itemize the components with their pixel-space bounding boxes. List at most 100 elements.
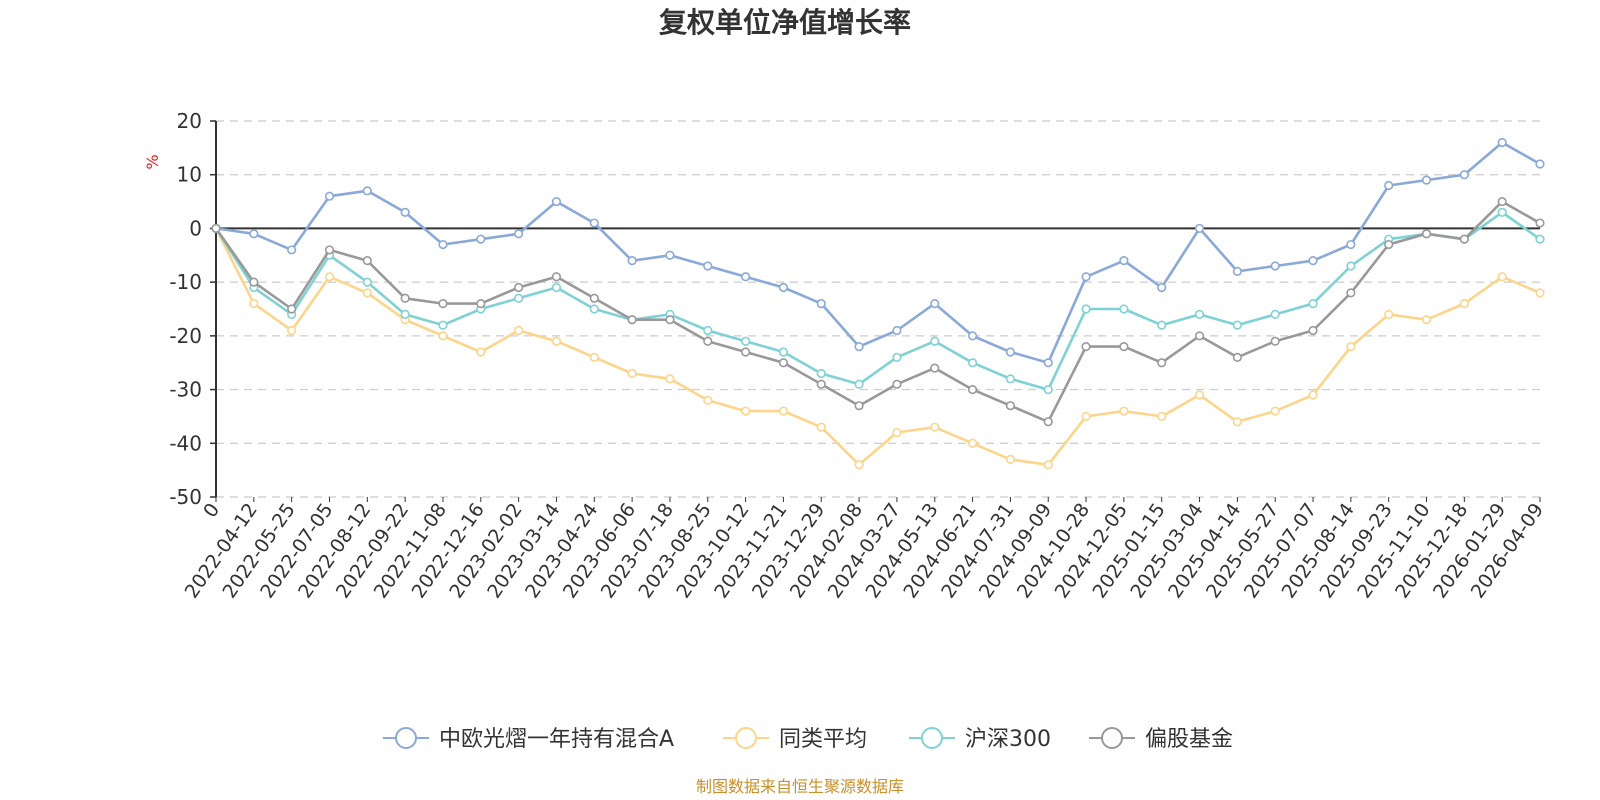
- data-point: [1043, 384, 1053, 395]
- x-tick-label: 0: [199, 499, 224, 522]
- legend-label: 同类平均: [779, 727, 867, 752]
- data-point: [287, 325, 297, 336]
- y-axis-label: %: [143, 154, 162, 169]
- data-point: [1497, 207, 1507, 217]
- data-point: [476, 299, 486, 309]
- data-point: [740, 406, 751, 416]
- data-point: [514, 229, 524, 239]
- data-point: [1270, 336, 1280, 346]
- data-point: [1157, 320, 1167, 330]
- data-point: [1043, 460, 1053, 470]
- data-point: [400, 309, 410, 319]
- data-point: [362, 277, 372, 287]
- data-point: [1270, 261, 1280, 271]
- series-0: [211, 137, 1545, 368]
- data-point: [514, 293, 524, 303]
- legend-marker-icon: [395, 727, 417, 749]
- data-point: [362, 256, 372, 266]
- data-point: [438, 320, 448, 330]
- legend-marker-icon: [921, 727, 943, 749]
- data-point: [1043, 417, 1053, 427]
- data-point: [1308, 325, 1318, 336]
- data-point: [854, 342, 864, 352]
- data-point: [1535, 218, 1545, 228]
- data-point: [1346, 342, 1356, 352]
- data-point: [1308, 390, 1318, 400]
- data-point: [589, 218, 599, 228]
- data-point: [1421, 229, 1432, 239]
- chart-title: 复权单位净值增长率: [659, 6, 911, 39]
- data-point: [1535, 234, 1545, 244]
- data-point: [703, 261, 713, 271]
- data-point: [211, 223, 221, 234]
- series-line: [215, 141, 1541, 364]
- data-point: [514, 325, 524, 336]
- data-point: [1384, 239, 1394, 250]
- data-point: [1346, 261, 1356, 271]
- data-point: [551, 336, 562, 346]
- data-point: [1459, 234, 1469, 244]
- data-point: [778, 358, 789, 368]
- data-point: [1308, 299, 1318, 309]
- data-point: [967, 384, 978, 395]
- data-point: [287, 245, 297, 255]
- data-point: [551, 196, 562, 207]
- data-point: [816, 379, 826, 389]
- data-point: [967, 358, 978, 368]
- data-point: [1421, 315, 1432, 325]
- data-point: [1232, 266, 1242, 277]
- data-point: [514, 282, 524, 293]
- data-point: [1081, 342, 1091, 352]
- data-point: [1497, 196, 1507, 207]
- legend-item[interactable]: 同类平均: [723, 727, 867, 752]
- data-point: [249, 299, 259, 309]
- data-point: [1194, 390, 1205, 400]
- series-lines: [211, 137, 1545, 470]
- data-point: [551, 282, 562, 293]
- data-point: [1232, 417, 1242, 427]
- legend: 中欧光熠一年持有混合A 同类平均 沪深300 偏股基金: [383, 727, 1233, 752]
- data-point: [287, 304, 297, 314]
- data-point: [627, 256, 637, 266]
- data-point: [930, 299, 940, 309]
- data-point: [665, 374, 675, 384]
- data-point: [400, 207, 410, 217]
- data-point: [1194, 223, 1205, 234]
- data-point: [1157, 358, 1167, 368]
- y-tick-label: -30: [169, 378, 202, 402]
- axes: 20100-10-20-30-40-5002022-04-122022-05-2…: [169, 109, 1548, 602]
- data-point: [589, 352, 599, 362]
- data-point: [665, 250, 675, 260]
- data-point: [438, 299, 448, 309]
- data-point: [1497, 272, 1507, 282]
- data-point: [1270, 406, 1280, 416]
- data-point: [1232, 320, 1242, 330]
- legend-item[interactable]: 沪深300: [909, 727, 1051, 752]
- data-point: [438, 239, 448, 250]
- data-point: [854, 379, 864, 389]
- data-point: [362, 288, 372, 298]
- data-point: [1270, 309, 1280, 319]
- y-tick-label: -40: [169, 431, 202, 455]
- y-tick-label: 20: [177, 109, 202, 133]
- data-point: [1384, 309, 1394, 319]
- data-point: [1005, 401, 1016, 411]
- y-tick-label: 10: [177, 163, 202, 187]
- data-point: [249, 277, 259, 287]
- data-point: [1497, 137, 1507, 148]
- data-point: [1119, 406, 1129, 416]
- data-point: [1043, 358, 1053, 368]
- legend-item[interactable]: 中欧光熠一年持有混合A: [383, 727, 674, 752]
- data-point: [816, 368, 826, 379]
- legend-item[interactable]: 偏股基金: [1089, 727, 1233, 752]
- data-point: [1005, 374, 1016, 384]
- data-point: [892, 427, 902, 438]
- data-point: [589, 304, 599, 314]
- data-point: [740, 347, 751, 357]
- data-point: [324, 191, 335, 201]
- series-line: [214, 227, 1541, 467]
- data-point: [627, 315, 637, 325]
- series-1: [211, 223, 1545, 470]
- data-point: [551, 272, 562, 282]
